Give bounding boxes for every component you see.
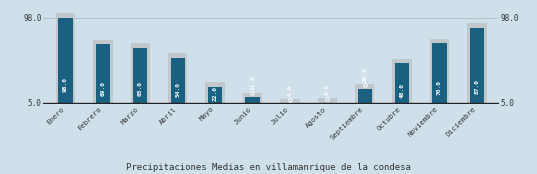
Text: Precipitaciones Medias en villamanrique de la condesa: Precipitaciones Medias en villamanrique … bbox=[126, 163, 411, 172]
Text: 20.0: 20.0 bbox=[362, 67, 367, 82]
Bar bbox=[208, 87, 222, 103]
Text: 5.0: 5.0 bbox=[325, 84, 330, 95]
Text: 65.0: 65.0 bbox=[137, 81, 143, 96]
Bar bbox=[243, 93, 262, 103]
Text: 70.0: 70.0 bbox=[437, 80, 442, 96]
Text: 48.0: 48.0 bbox=[400, 83, 405, 98]
Text: 98.0: 98.0 bbox=[63, 77, 68, 92]
Bar bbox=[96, 44, 110, 103]
Bar bbox=[467, 23, 487, 103]
Text: 54.0: 54.0 bbox=[175, 82, 180, 97]
Bar bbox=[56, 13, 75, 103]
Bar bbox=[205, 82, 225, 103]
Text: 69.0: 69.0 bbox=[100, 81, 105, 96]
Bar bbox=[245, 97, 259, 103]
Bar bbox=[168, 53, 187, 103]
Bar bbox=[133, 48, 147, 103]
Bar bbox=[470, 28, 484, 103]
Text: 22.0: 22.0 bbox=[213, 86, 217, 101]
Bar bbox=[93, 39, 113, 103]
Bar bbox=[130, 43, 150, 103]
Bar bbox=[432, 43, 447, 103]
Text: 11.0: 11.0 bbox=[250, 75, 255, 90]
Bar bbox=[355, 84, 374, 103]
Bar bbox=[59, 18, 72, 103]
Bar bbox=[317, 98, 337, 103]
Bar bbox=[280, 99, 300, 103]
Bar bbox=[393, 59, 412, 103]
Bar bbox=[171, 58, 185, 103]
Text: 87.0: 87.0 bbox=[475, 79, 480, 94]
Text: 4.0: 4.0 bbox=[287, 85, 292, 96]
Bar bbox=[395, 63, 409, 103]
Bar bbox=[358, 89, 372, 103]
Bar bbox=[283, 103, 297, 104]
Bar bbox=[430, 39, 449, 103]
